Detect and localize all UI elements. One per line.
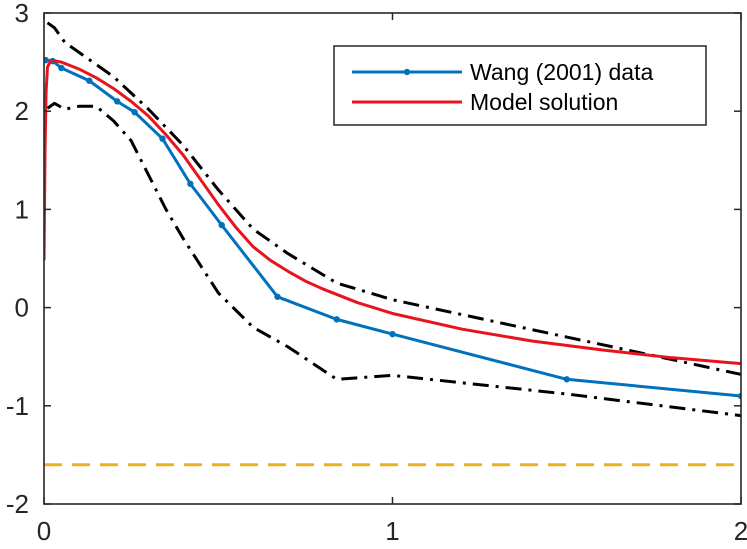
data-point xyxy=(187,180,194,188)
legend: Wang (2001) data Model solution xyxy=(333,45,707,126)
series-line-wang-2001-data xyxy=(45,58,741,398)
series-layer xyxy=(44,21,741,467)
x-tick-label: 1 xyxy=(385,516,399,546)
legend-label-wang-2001-data: Wang (2001) data xyxy=(470,59,653,85)
series-line-upper-bound xyxy=(46,21,741,376)
data-point xyxy=(563,376,570,383)
x-tick-label: 2 xyxy=(734,516,747,546)
y-tick-label: 3 xyxy=(15,0,29,28)
y-tick-label: 1 xyxy=(15,194,29,224)
data-point xyxy=(218,221,225,229)
x-tick-label: 0 xyxy=(37,516,51,546)
y-tick-label: -1 xyxy=(6,391,29,421)
y-tick-label: -2 xyxy=(6,489,29,519)
legend-box xyxy=(333,45,707,126)
data-point xyxy=(44,56,49,64)
y-tick-label: 2 xyxy=(15,96,29,126)
data-point xyxy=(131,108,138,116)
plot-area: 0 1 2 -2 -1 0 1 2 3 xyxy=(6,0,747,546)
data-point xyxy=(113,98,121,105)
data-point xyxy=(333,316,340,323)
ticks-layer: 0 1 2 -2 -1 0 1 2 3 xyxy=(6,0,747,546)
data-point xyxy=(86,77,93,84)
data-point xyxy=(389,330,396,338)
y-tick-label: 0 xyxy=(15,293,29,323)
series-line-model-solution xyxy=(44,58,741,366)
data-point xyxy=(274,293,281,300)
legend-marker xyxy=(403,68,411,76)
data-point xyxy=(159,135,166,142)
legend-label-model-solution: Model solution xyxy=(470,89,618,115)
series-line-lower-bound xyxy=(46,101,741,418)
data-point xyxy=(58,64,65,72)
